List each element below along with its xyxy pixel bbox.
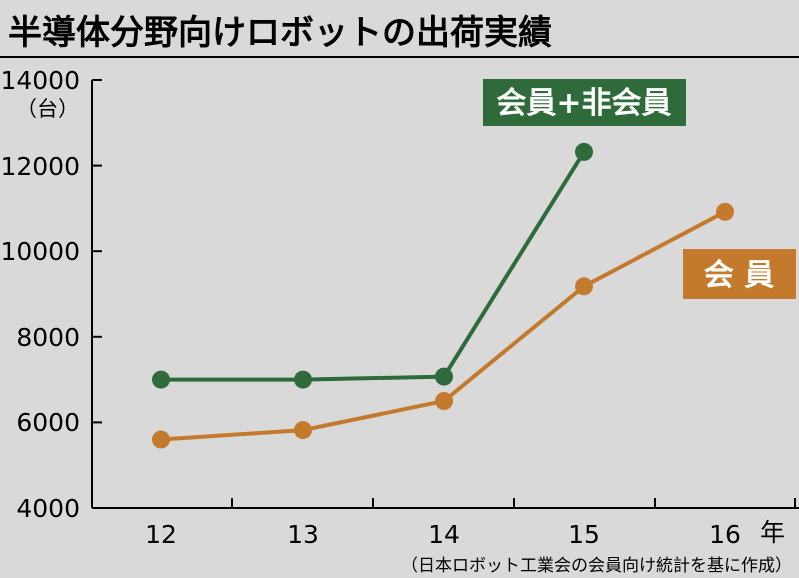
y-tick-label: 6000 <box>16 408 80 437</box>
series-point-1 <box>435 392 453 410</box>
x-axis-unit: 年 <box>760 518 785 547</box>
series-point-1 <box>575 277 593 296</box>
y-tick-labels: 14000 12000 10000 8000 6000 4000 <box>0 66 80 523</box>
legend-all-box <box>483 79 686 126</box>
y-tick-label: 12000 <box>0 152 80 181</box>
series-point-1 <box>294 421 312 440</box>
x-tick-label: 14 <box>428 520 460 549</box>
y-axis-unit: （台） <box>16 97 79 121</box>
y-tick-label: 14000 <box>0 66 80 95</box>
series-point-0 <box>294 370 312 389</box>
y-tick-label: 10000 <box>0 237 80 266</box>
legend-all-label: 会員+非会員 <box>496 86 671 121</box>
legend-member-box <box>683 249 796 299</box>
legend-member: 会 員 <box>683 249 796 299</box>
legend-all: 会員+非会員 <box>483 79 686 126</box>
x-tick-label: 13 <box>287 520 319 549</box>
chart-title: 半導体分野向けロボットの出荷実績 <box>8 13 552 53</box>
series-layer <box>152 142 734 449</box>
x-tick-labels: 12 13 14 15 16 <box>145 520 741 549</box>
y-axis: 14000 12000 10000 8000 6000 4000 （台） <box>0 66 102 523</box>
y-tick-label: 8000 <box>16 323 80 352</box>
x-tick-label: 15 <box>568 520 600 549</box>
x-tick-label: 16 <box>709 520 741 549</box>
series-line-0 <box>161 150 586 382</box>
y-tick-label: 4000 <box>16 494 80 523</box>
source-note: （日本ロボット工業会の会員向け統計を基に作成） <box>401 556 792 576</box>
legend-member-label: 会 員 <box>704 258 774 293</box>
x-tick-label: 12 <box>145 520 177 549</box>
x-tick-marks <box>231 498 796 508</box>
series-point-1 <box>716 202 734 221</box>
series-point-0 <box>152 370 170 389</box>
x-axis: 12 13 14 15 16 年 <box>92 498 799 549</box>
series-point-1 <box>152 430 170 449</box>
series-point-0 <box>435 367 453 386</box>
series-point-0 <box>575 142 593 161</box>
